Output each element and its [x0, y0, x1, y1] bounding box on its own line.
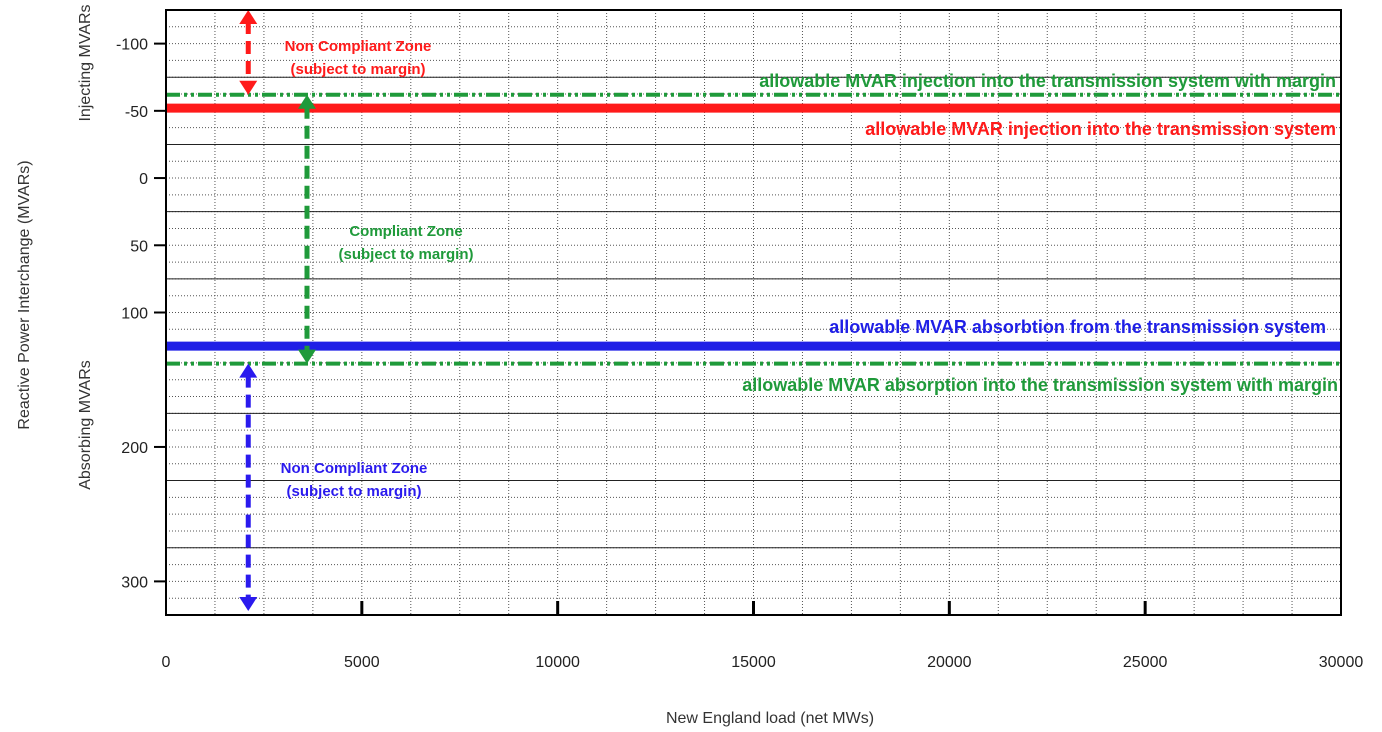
absorption-limit-line-label: allowable MVAR absorbtion from the trans…: [829, 317, 1326, 337]
x-tick-label: 0: [162, 654, 171, 671]
noncompliant-bottom-annotation-line: Non Compliant Zone: [281, 460, 428, 477]
noncompliant-top-annotation-line: Non Compliant Zone: [285, 38, 432, 55]
noncompliant-bottom-annotation-line: (subject to margin): [286, 483, 421, 500]
x-tick-label: 25000: [1123, 654, 1168, 671]
compliant-annotation-line: (subject to margin): [338, 246, 473, 263]
compliant-annotation-line: Compliant Zone: [349, 223, 462, 240]
y-tick-label: 0: [139, 171, 148, 188]
y-tick-label: -50: [125, 104, 148, 121]
x-tick-label: 5000: [344, 654, 380, 671]
x-tick-label: 10000: [535, 654, 580, 671]
y-axis-label-injecting: Injecting MVARs: [77, 4, 94, 121]
x-tick-label: 20000: [927, 654, 972, 671]
compliant-arrow-head-top: [298, 94, 316, 109]
injection-margin-line-label: allowable MVAR injection into the transm…: [759, 71, 1336, 91]
noncompliant-bottom-arrow-head-bottom: [239, 596, 258, 611]
major-gridlines: [166, 76, 1341, 549]
x-tick-label: 30000: [1319, 654, 1364, 671]
y-axis-label-absorbing: Absorbing MVARs: [77, 360, 94, 490]
noncompliant-top-arrow-head-top: [239, 10, 258, 24]
arrow-layer: [239, 10, 316, 611]
tick-layer: [154, 42, 1147, 615]
y-axis-label: Reactive Power Interchange (MVARs): [16, 160, 33, 429]
y-tick-label: 300: [121, 574, 148, 591]
injection-limit-line-label: allowable MVAR injection into the transm…: [865, 119, 1336, 139]
y-tick-label: -100: [116, 37, 148, 54]
noncompliant-bottom-arrow-head-top: [239, 363, 258, 378]
y-tick-label: 100: [121, 306, 148, 323]
minor-gridlines: [166, 10, 1341, 615]
x-tick-label: 15000: [731, 654, 776, 671]
noncompliant-top-annotation-line: (subject to margin): [290, 61, 425, 78]
absorption-margin-line-label: allowable MVAR absorption into the trans…: [742, 375, 1338, 395]
label-layer: -100 -50 0 50 100 200 300 0 5000 10000 15000 20000 2…: [116, 37, 1363, 671]
series-layer: [166, 92, 1341, 366]
compliant-arrow-head-bottom: [298, 349, 316, 364]
y-tick-label: 200: [121, 440, 148, 457]
y-tick-label: 50: [130, 238, 148, 255]
x-axis-label: New England load (net MWs): [666, 710, 874, 727]
noncompliant-top-arrow-head-bottom: [239, 80, 258, 95]
